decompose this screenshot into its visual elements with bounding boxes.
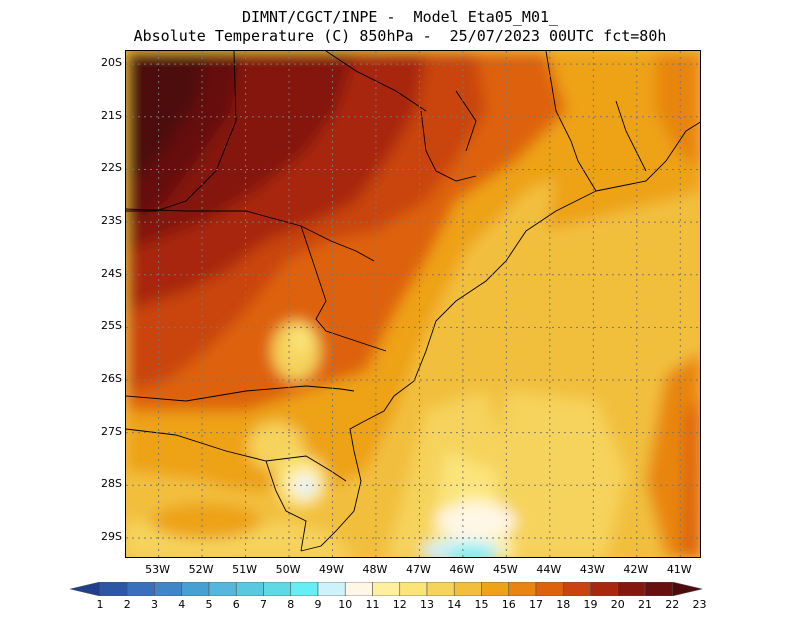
color-scale-label: 17 [529,598,543,611]
color-scale-bin [481,582,510,596]
map-title-line-1: DIMNT/CGCT/INPE - Model Eta05_M01_ [241,8,559,26]
color-scale-label: 13 [420,598,434,611]
color-scale-label: 5 [205,598,213,611]
longitude-label: 48W [362,563,388,576]
color-scale-bin [508,582,537,596]
color-scale-bin [644,582,673,596]
longitude-label: 49W [319,563,344,576]
longitude-label: 53W [145,563,171,576]
color-scale-bin [154,582,183,596]
longitude-label: 44W [536,563,562,576]
color-scale-label: 3 [151,598,158,611]
longitude-label: 52W [188,563,214,576]
color-scale-label: 19 [583,598,598,611]
latitude-label: 24S [101,266,122,280]
longitude-label: 41W [666,563,692,576]
color-scale-label: 22 [665,598,680,611]
color-scale-bin [426,582,455,596]
latitude-label: 29S [101,529,122,543]
longitude-label: 43W [579,563,605,576]
latitude-label: 28S [101,477,122,491]
color-scale-bin [126,582,155,596]
color-scale-bin [535,582,564,596]
latitude-label: 20S [101,56,122,70]
latitude-label: 26S [101,372,122,385]
latitude-label: 25S [101,319,122,333]
color-scale-high-arrow [671,582,703,596]
latitude-label: 23S [101,214,122,228]
color-scale-bin [235,582,264,596]
color-scale-bin [208,582,237,596]
color-scale-label: 4 [178,598,186,611]
color-scale-bin [617,582,646,596]
color-scale-bin [562,582,591,596]
map-canvas [126,51,700,557]
color-scale-label: 12 [392,598,407,611]
color-scale-label: 16 [501,598,516,611]
temperature-field [126,51,700,557]
color-scale-bin [453,582,482,596]
color-scale-label: 14 [447,598,462,611]
color-scale-label: 8 [287,598,295,611]
color-scale-bin [290,582,319,596]
longitude-label: 50W [275,563,301,576]
color-scale-label: 1 [96,598,104,611]
color-scale-bin [181,582,210,596]
longitude-label: 42W [623,563,649,576]
latitude-label: 27S [101,424,122,438]
longitude-label: 45W [492,563,518,576]
longitude-label: 51W [232,563,257,576]
color-scale-label: 23 [692,598,707,611]
color-scale-bin [99,582,128,596]
color-scale-bin [344,582,373,596]
coastline-and-borders [126,51,700,552]
color-scale-label: 20 [610,598,625,611]
color-scale-bin [317,582,346,596]
longitude-label: 46W [449,563,475,576]
color-scale-bin [399,582,428,596]
color-scale-label: 2 [123,598,131,611]
color-scale-label: 7 [260,598,267,611]
color-scale-label: 9 [314,598,322,611]
color-scale-low-arrow [70,582,101,596]
color-scale-bin [263,582,292,596]
graticule [126,51,700,557]
color-scale-label: 10 [338,598,353,611]
color-scale-bar [70,582,703,596]
color-scale-bin [372,582,401,596]
color-scale-label: 11 [365,598,380,611]
color-scale-bin [590,582,619,596]
map-title-line-2: Absolute Temperature (C) 850hPa - 25/07/… [133,27,667,45]
longitude-label: 47W [405,563,431,576]
color-scale-label: 18 [556,598,571,611]
latitude-label: 21S [101,108,122,122]
temperature-map [125,50,701,558]
color-scale-label: 15 [474,598,489,611]
latitude-label: 22S [101,161,122,175]
color-scale-label: 6 [232,598,240,611]
color-scale-label: 21 [638,598,652,611]
